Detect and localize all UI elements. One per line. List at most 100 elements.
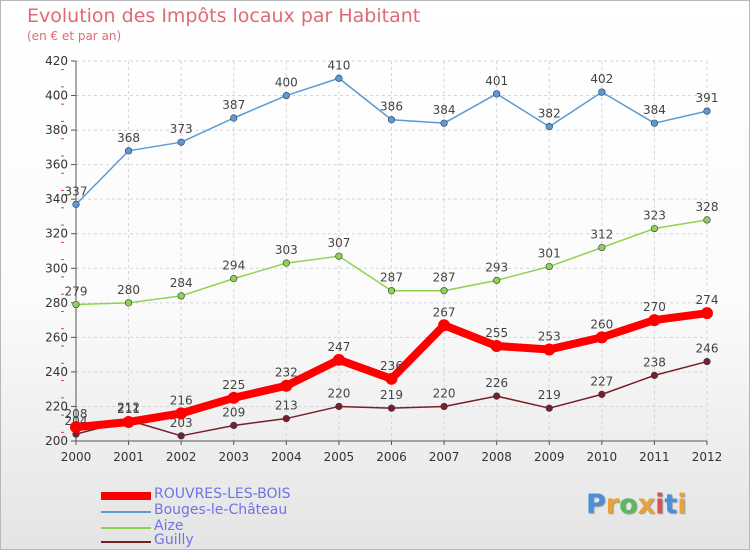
data-label: 255 (485, 326, 508, 340)
y-tick-label: 260 (45, 330, 68, 344)
data-point (598, 88, 606, 96)
data-point (493, 392, 501, 400)
data-label: 401 (485, 74, 508, 88)
y-tick-label: 300 (45, 261, 68, 275)
legend-swatch-aize (101, 527, 151, 529)
data-label: 203 (170, 416, 193, 430)
data-point (387, 287, 396, 295)
data-point (598, 243, 606, 252)
data-label: 303 (275, 243, 298, 257)
data-label: 209 (222, 405, 245, 419)
logo-letter: i (655, 489, 665, 520)
data-point (335, 252, 343, 260)
data-label: 328 (696, 200, 719, 214)
x-tick-label: 2002 (166, 450, 197, 464)
data-point (440, 402, 448, 411)
data-label: 287 (433, 271, 456, 285)
x-tick-label: 2004 (271, 450, 302, 464)
data-point (385, 372, 398, 385)
y-tick-label: 220 (45, 399, 68, 413)
proxiti-logo: Proxiti (586, 489, 687, 520)
chart-subtitle: (en € et par an) (27, 29, 122, 43)
data-point (282, 414, 290, 423)
legend-label-guilly: Guilly (154, 532, 194, 548)
x-tick-label: 2008 (481, 450, 512, 464)
data-label: 386 (380, 100, 403, 114)
data-point (280, 379, 293, 392)
x-tick-label: 2001 (113, 450, 144, 464)
data-point (177, 292, 185, 300)
data-label: 400 (275, 76, 298, 90)
legend-label-bouges: Bouges-le-Château (154, 502, 288, 518)
data-label: 236 (380, 359, 403, 373)
data-point (438, 319, 451, 332)
logo-letter: t (664, 489, 678, 520)
data-point (124, 147, 133, 155)
data-point (490, 340, 503, 352)
data-label: 260 (590, 317, 613, 331)
data-point (230, 114, 238, 122)
data-label: 410 (327, 58, 350, 72)
y-tick-label: 360 (45, 158, 68, 172)
data-label: 246 (696, 342, 719, 356)
data-label: 267 (433, 305, 456, 319)
legend-label-rouvres: ROUVRES-LES-BOIS (154, 486, 291, 502)
data-label: 323 (643, 209, 666, 223)
chart-title: Evolution des Impôts locaux par Habitant (27, 5, 421, 27)
data-label: 384 (643, 103, 666, 117)
x-tick-label: 2012 (692, 450, 723, 464)
data-label: 387 (222, 98, 245, 112)
data-point (124, 299, 133, 307)
x-tick-label: 2006 (376, 450, 407, 464)
x-tick-label: 2005 (324, 450, 355, 464)
x-tick-label: 2009 (534, 450, 565, 464)
data-point (175, 407, 188, 420)
data-label: 312 (590, 228, 613, 242)
data-label: 227 (590, 374, 613, 388)
data-label: 219 (380, 388, 403, 402)
y-tick-label: 380 (45, 123, 68, 137)
data-point (122, 416, 135, 428)
data-point (440, 287, 448, 295)
data-label: 284 (170, 276, 193, 290)
logo-letter: r (605, 489, 620, 520)
data-label: 247 (327, 340, 350, 354)
data-point (543, 343, 556, 356)
data-label: 219 (538, 388, 561, 402)
data-label: 293 (485, 260, 508, 274)
data-label: 208 (65, 407, 88, 421)
data-label: 280 (117, 283, 140, 297)
data-label: 373 (170, 122, 193, 136)
legend-swatch-rouvres (101, 492, 151, 500)
data-point (493, 276, 501, 284)
x-tick-label: 2003 (218, 450, 249, 464)
data-label: 391 (696, 91, 719, 105)
data-point (545, 123, 553, 131)
data-label: 225 (222, 378, 245, 392)
data-point (493, 90, 501, 98)
data-point (70, 421, 82, 434)
data-point (332, 353, 345, 366)
data-label: 213 (275, 399, 298, 413)
data-point (230, 421, 238, 430)
data-label: 232 (275, 366, 298, 380)
data-label: 384 (433, 103, 456, 117)
data-label: 238 (643, 355, 666, 369)
y-tick-label: 420 (45, 54, 68, 68)
data-point (72, 300, 80, 309)
data-label: 368 (117, 131, 140, 145)
y-tick-label: 400 (45, 89, 68, 103)
data-point (335, 74, 343, 82)
data-point (387, 116, 396, 124)
x-tick-label: 2010 (587, 450, 618, 464)
data-label: 287 (380, 271, 403, 285)
data-label: 402 (590, 72, 613, 86)
y-tick-label: 320 (45, 227, 68, 241)
logo-letter: P (586, 489, 606, 520)
data-point (387, 404, 396, 412)
data-point (282, 259, 290, 267)
data-point (703, 107, 711, 115)
data-label: 211 (117, 402, 140, 416)
